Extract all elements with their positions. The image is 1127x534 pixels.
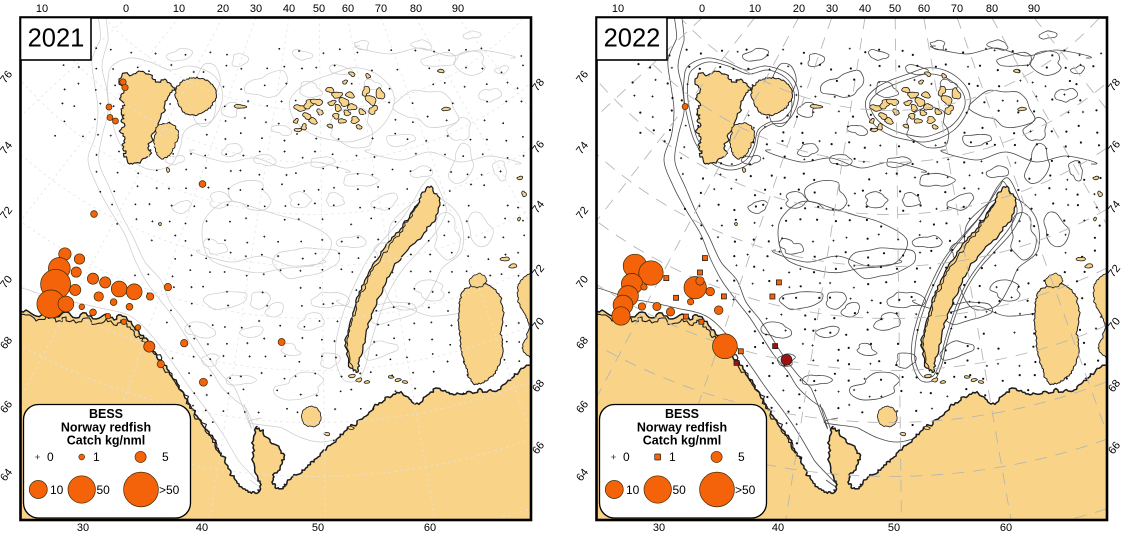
svg-text:Catch kg/nml: Catch kg/nml xyxy=(67,434,146,448)
svg-text:10: 10 xyxy=(612,3,624,15)
svg-text:60: 60 xyxy=(342,3,354,15)
svg-text:66: 66 xyxy=(574,399,591,416)
svg-text:40: 40 xyxy=(859,3,871,15)
svg-text:2022: 2022 xyxy=(604,25,661,53)
svg-text:76: 76 xyxy=(574,69,591,86)
svg-text:74: 74 xyxy=(1106,199,1123,216)
svg-text:0: 0 xyxy=(699,3,705,15)
svg-text:78: 78 xyxy=(530,77,547,94)
svg-text:Catch kg/nml: Catch kg/nml xyxy=(643,434,722,448)
svg-text:64: 64 xyxy=(574,467,591,484)
svg-text:20: 20 xyxy=(793,3,805,15)
svg-text:68: 68 xyxy=(530,378,547,395)
svg-text:30: 30 xyxy=(250,3,262,15)
svg-text:60: 60 xyxy=(424,522,436,534)
svg-text:76: 76 xyxy=(1106,139,1123,156)
svg-text:BESS: BESS xyxy=(89,407,123,421)
svg-text:72: 72 xyxy=(574,205,591,222)
svg-text:70: 70 xyxy=(375,3,387,15)
svg-text:78: 78 xyxy=(1106,77,1123,94)
svg-text:1: 1 xyxy=(93,450,100,464)
svg-text:30: 30 xyxy=(77,522,89,534)
svg-text:>50: >50 xyxy=(159,483,180,497)
svg-text:10: 10 xyxy=(749,3,761,15)
svg-text:Norway redfish: Norway redfish xyxy=(61,421,151,435)
svg-text:50: 50 xyxy=(313,3,325,15)
svg-text:40: 40 xyxy=(772,522,784,534)
svg-text:50: 50 xyxy=(673,483,687,497)
svg-text:50: 50 xyxy=(889,3,901,15)
svg-text:76: 76 xyxy=(530,139,547,156)
svg-text:90: 90 xyxy=(452,3,464,15)
svg-text:10: 10 xyxy=(173,3,185,15)
svg-text:30: 30 xyxy=(653,522,665,534)
svg-text:0: 0 xyxy=(123,3,129,15)
svg-text:40: 40 xyxy=(196,522,208,534)
svg-text:0: 0 xyxy=(623,450,630,464)
svg-text:1: 1 xyxy=(669,450,676,464)
svg-text:70: 70 xyxy=(1106,316,1123,333)
svg-text:0: 0 xyxy=(47,450,54,464)
svg-text:50: 50 xyxy=(312,522,324,534)
svg-text:68: 68 xyxy=(574,335,591,352)
svg-text:80: 80 xyxy=(410,3,422,15)
svg-text:60: 60 xyxy=(1000,522,1012,534)
svg-text:50: 50 xyxy=(97,483,111,497)
svg-text:Norway redfish: Norway redfish xyxy=(637,421,727,435)
svg-text:BESS: BESS xyxy=(665,407,699,421)
svg-text:70: 70 xyxy=(574,274,591,291)
svg-text:80: 80 xyxy=(986,3,998,15)
svg-text:90: 90 xyxy=(1028,3,1040,15)
svg-text:10: 10 xyxy=(50,483,64,497)
svg-text:5: 5 xyxy=(162,450,169,464)
svg-text:74: 74 xyxy=(530,199,547,216)
svg-text:10: 10 xyxy=(36,3,48,15)
svg-text:66: 66 xyxy=(1106,440,1123,457)
svg-text:68: 68 xyxy=(1106,378,1123,395)
svg-text:60: 60 xyxy=(918,3,930,15)
svg-text:40: 40 xyxy=(283,3,295,15)
svg-text:72: 72 xyxy=(1106,263,1123,280)
svg-text:50: 50 xyxy=(888,522,900,534)
svg-text:70: 70 xyxy=(530,316,547,333)
svg-text:20: 20 xyxy=(217,3,229,15)
svg-text:70: 70 xyxy=(951,3,963,15)
svg-text:66: 66 xyxy=(530,440,547,457)
svg-text:30: 30 xyxy=(826,3,838,15)
svg-text:74: 74 xyxy=(574,140,591,157)
svg-text:2021: 2021 xyxy=(28,25,85,53)
svg-text:10: 10 xyxy=(626,483,640,497)
svg-text:72: 72 xyxy=(530,263,547,280)
svg-text:5: 5 xyxy=(738,450,745,464)
svg-text:>50: >50 xyxy=(735,483,756,497)
